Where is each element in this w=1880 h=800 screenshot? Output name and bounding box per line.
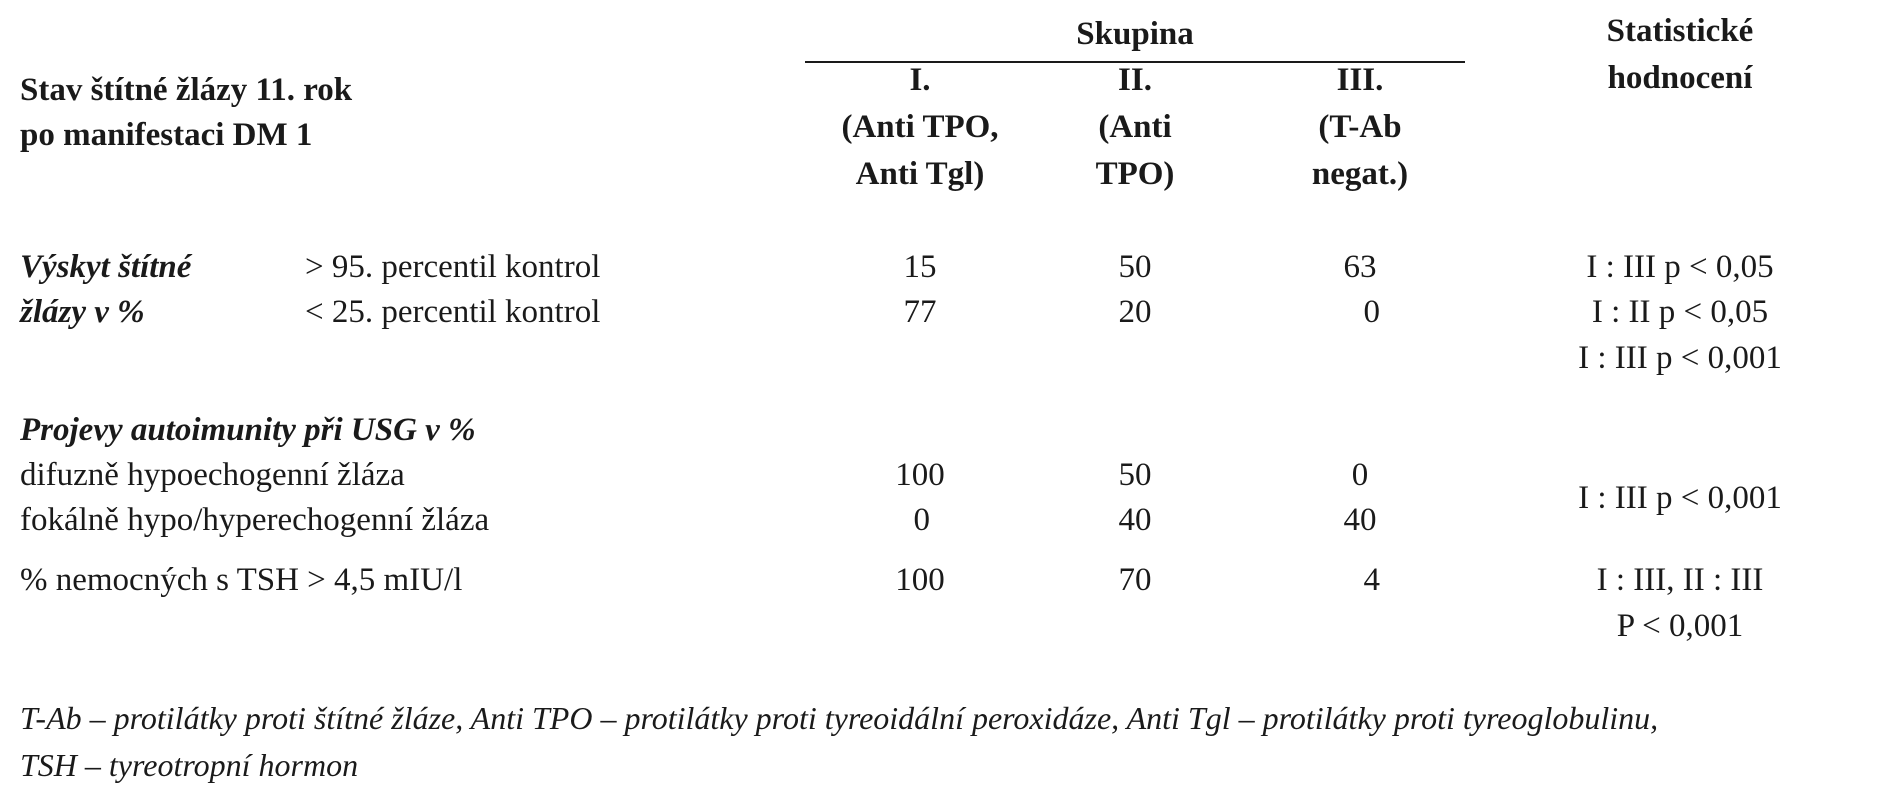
row-diffuse-hypoechogenic-label: difuzně hypoechogenní žláza <box>20 457 405 493</box>
group-heading: Skupina <box>1076 16 1194 52</box>
row-above-95-group-ii: 50 <box>1118 249 1152 285</box>
row-above-95-percentile-label: > 95. percentil kontrol <box>305 249 601 285</box>
group-i-header: I. (Anti TPO, Anti Tgl) <box>810 57 1030 198</box>
group-i-antibodies-line2: Anti Tgl) <box>855 156 985 192</box>
statistics-heading-line2: hodnocení <box>1607 60 1753 96</box>
group-ii-header: II. (Anti TPO) <box>1045 57 1225 198</box>
row-tsh-group-ii: 70 <box>1118 562 1152 598</box>
row-heading-line2: po manifestaci DM 1 <box>20 117 313 153</box>
row-focal-group-iii: 40 <box>1343 502 1377 538</box>
group-heading-rule <box>805 61 1465 63</box>
group-iii-antibodies-line1: (T-Ab <box>1318 109 1402 145</box>
row-below-25-group-ii: 20 <box>1118 294 1152 330</box>
row-diffuse-group-i: 100 <box>895 457 945 493</box>
statistics-heading-line1: Statistické <box>1606 13 1754 49</box>
group-ii-antibodies-line2: TPO) <box>1095 156 1175 192</box>
thyroid-size-label-line2: žlázy v % <box>20 294 145 330</box>
row-focal-hypo-hyperechogenic-label: fokálně hypo/hyperechogenní žláza <box>20 502 490 538</box>
row-tsh-group-i: 100 <box>895 562 945 598</box>
row-tsh-stat-line1: I : III, II : III <box>1596 562 1764 598</box>
row-tsh-stat-line2: P < 0,001 <box>1616 608 1744 644</box>
row-heading-line1: Stav štítné žlázy 11. rok <box>20 72 353 108</box>
row-above-95-group-i: 15 <box>903 249 937 285</box>
group-i-antibodies-line1: (Anti TPO, <box>841 109 999 145</box>
thyroid-size-label-line1: Výskyt štítné <box>20 249 192 285</box>
row-focal-group-i: 0 <box>913 502 931 538</box>
section2-stat: I : III p < 0,001 <box>1578 480 1782 516</box>
section1-extra-stat: I : III p < 0,001 <box>1578 340 1782 376</box>
row-diffuse-group-ii: 50 <box>1118 457 1152 493</box>
group-ii-antibodies-line1: (Anti <box>1098 109 1172 145</box>
row-above-95-stat: I : III p < 0,05 <box>1586 249 1774 285</box>
row-tsh-above-label: % nemocných s TSH > 4,5 mIU/l <box>20 562 463 598</box>
row-below-25-group-i: 77 <box>903 294 937 330</box>
footnote-line2: TSH – tyreotropní hormon <box>20 747 359 783</box>
group-iii-antibodies-line2: negat.) <box>1311 156 1409 192</box>
statistics-heading: Statistické hodnocení <box>1560 8 1800 102</box>
row-above-95-group-iii: 63 <box>1343 249 1377 285</box>
group-iii-header: III. (T-Ab negat.) <box>1270 57 1450 198</box>
footnote-line1: T-Ab – protilátky proti štítné žláze, An… <box>20 700 1659 736</box>
row-focal-group-ii: 40 <box>1118 502 1152 538</box>
row-diffuse-group-iii: 0 <box>1351 457 1369 493</box>
row-below-25-group-iii: 0 <box>1363 294 1381 330</box>
autoimmunity-usg-heading: Projevy autoimunity při USG v % <box>20 412 476 448</box>
group-ii-numeral: II. <box>1118 62 1152 98</box>
row-below-25-stat: I : II p < 0,05 <box>1591 294 1769 330</box>
group-i-numeral: I. <box>909 62 931 98</box>
footnote: T-Ab – protilátky proti štítné žláze, An… <box>20 695 1860 789</box>
row-below-25-percentile-label: < 25. percentil kontrol <box>305 294 601 330</box>
group-iii-numeral: III. <box>1336 62 1384 98</box>
row-tsh-group-iii: 4 <box>1363 562 1381 598</box>
